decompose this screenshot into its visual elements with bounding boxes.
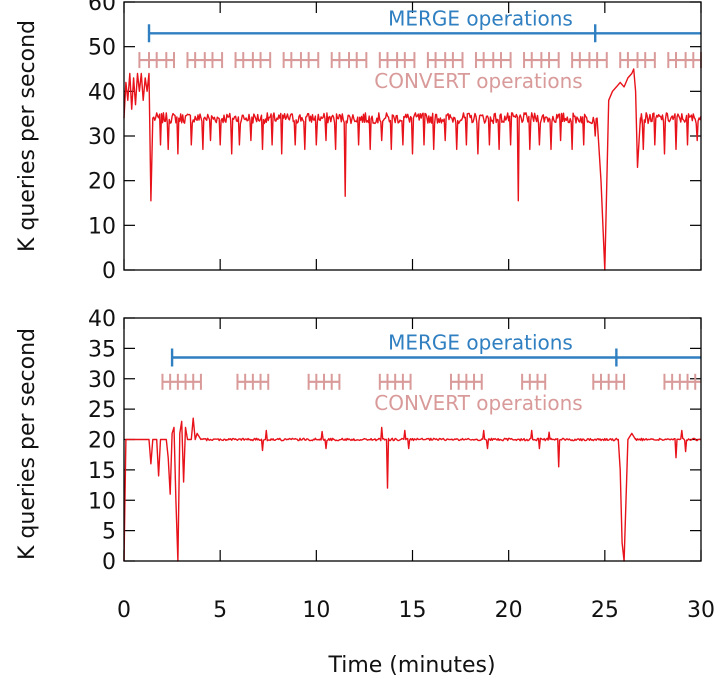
x-tick-label: 15 (399, 598, 427, 623)
y-tick-label: 10 (88, 214, 116, 239)
y-tick-label: 60 (88, 0, 116, 16)
x-tick-label: 10 (302, 598, 330, 623)
y-tick-label: 30 (88, 368, 116, 393)
y-tick-label: 25 (88, 398, 116, 423)
y-tick-label: 10 (88, 489, 116, 514)
top-chart-panel: 0 10 20 30 40 50 60 MERGE operations CONVERT ope… (88, 0, 702, 284)
top-ylabel: K queries per second (15, 20, 40, 252)
series-line (123, 417, 702, 562)
y-tick-label: 15 (88, 459, 116, 484)
y-tick-label: 40 (88, 307, 116, 332)
x-tick-label: 0 (117, 598, 131, 623)
y-tick-label: 30 (88, 125, 116, 150)
y-tick-label: 0 (102, 259, 116, 284)
convert-label: CONVERT operations (374, 69, 582, 93)
y-tick-label: 50 (88, 36, 116, 61)
plot-frame (123, 1, 702, 271)
y-tick-label: 5 (102, 520, 116, 545)
x-tick-label: 5 (213, 598, 227, 623)
series-line (123, 68, 702, 271)
y-tick-label: 35 (88, 337, 116, 362)
bottom-chart-panel: 0 5 10 15 20 25 30 35 40 0 5 10 15 20 25 30 MERGE operat… (88, 307, 715, 623)
plot-frame (123, 317, 702, 562)
y-tick-label: 40 (88, 80, 116, 105)
x-tick-label: 20 (495, 598, 523, 623)
merge-label: MERGE operations (388, 6, 573, 30)
bottom-ylabel: K queries per second (15, 328, 40, 560)
convert-label: CONVERT operations (374, 391, 582, 415)
y-tick-label: 20 (88, 429, 116, 454)
x-tick-label: 25 (591, 598, 619, 623)
y-tick-label: 20 (88, 170, 116, 195)
x-tick-label: 30 (687, 598, 715, 623)
x-axis-label: Time (minutes) (327, 653, 495, 678)
merge-label: MERGE operations (388, 330, 573, 354)
y-tick-label: 0 (102, 550, 116, 575)
